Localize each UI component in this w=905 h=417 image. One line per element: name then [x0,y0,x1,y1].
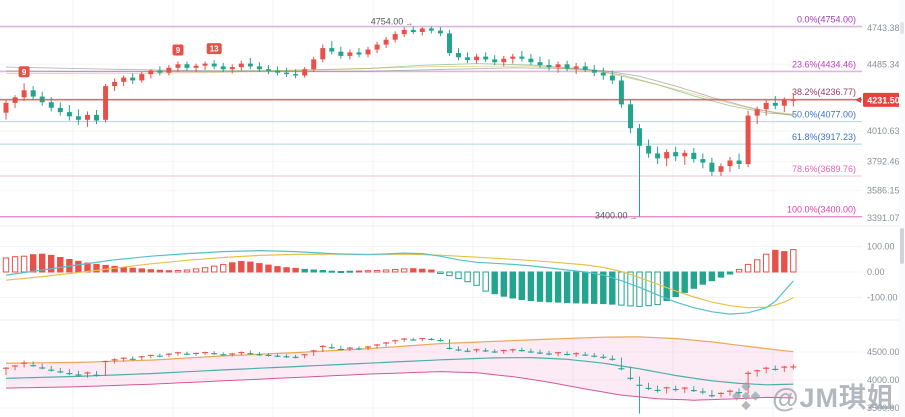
svg-text:9: 9 [176,46,181,55]
svg-text:9: 9 [22,68,27,77]
svg-text:3792.46: 3792.46 [867,157,900,167]
boll-panel-layer [3,336,797,414]
svg-text:13: 13 [210,45,219,54]
svg-text:4000.00: 4000.00 [867,375,900,385]
svg-text:4743.38: 4743.38 [867,23,900,33]
scrollbar-handle[interactable] [900,228,904,264]
svg-text:0.0%(4754.00): 0.0%(4754.00) [797,15,856,25]
svg-text:-100.00: -100.00 [867,293,898,303]
fib-retracement-layer: 0.0%(4754.00) 23.6%(4434.46) 38.2%(4236.77… [0,15,862,218]
right-scrollbar[interactable] [899,0,905,417]
svg-text:0.00: 0.00 [867,267,885,277]
svg-text:3586.15: 3586.15 [867,186,900,196]
svg-text:4754.00: 4754.00 [371,17,404,27]
svg-text:4010.63: 4010.63 [867,126,900,136]
svg-text:→: → [630,213,638,222]
svg-text:50.0%(4077.00): 50.0%(4077.00) [792,110,856,120]
svg-text:38.2%(4236.77): 38.2%(4236.77) [792,87,856,97]
annotation-layer: 4754.00 →3400.00 → [371,17,638,222]
current-price-layer: 4231.50 [0,92,904,107]
svg-text:4485.34: 4485.34 [867,59,900,69]
svg-text:3391.07: 3391.07 [867,213,900,223]
price-axis-labels[interactable]: 4743.38 4485.34 4010.63 3792.46 3586.15 3391.… [867,23,900,413]
td-sequential-badges: 9 9 13 [18,43,222,78]
svg-text:23.6%(4434.46): 23.6%(4434.46) [792,59,856,69]
svg-text:4231.50: 4231.50 [867,95,900,105]
svg-text:3400.00: 3400.00 [595,211,628,221]
svg-text:4500.00: 4500.00 [867,347,900,357]
scrollbar-mark [900,22,904,34]
svg-text:100.0%(3400.00): 100.0%(3400.00) [787,205,856,215]
svg-text:→: → [405,19,413,28]
svg-text:78.6%(3689.76): 78.6%(3689.76) [792,164,856,174]
macd-panel-layer [2,249,797,315]
candles-layer [3,26,796,217]
svg-text:61.8%(3917.23): 61.8%(3917.23) [792,132,856,142]
svg-text:3500.00: 3500.00 [867,403,900,413]
svg-text:100.00: 100.00 [867,242,895,252]
